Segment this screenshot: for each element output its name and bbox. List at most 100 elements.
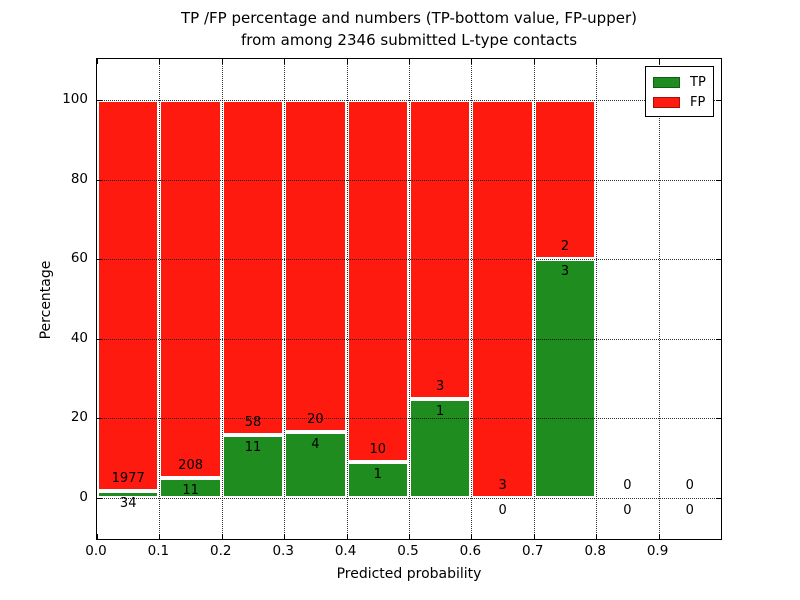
- x-tick-top: [346, 59, 348, 64]
- tp-count-label: 3: [560, 264, 570, 280]
- fp-swatch-icon: [653, 96, 680, 108]
- legend-label: FP: [690, 94, 706, 110]
- v-gridline: [409, 59, 410, 539]
- v-gridline: [658, 59, 660, 539]
- x-tick-bottom: [658, 534, 660, 539]
- y-tick-right: [716, 100, 721, 101]
- tp-count-label: 34: [119, 496, 137, 512]
- plot-inner: 1977 34 208 11 58 11 20 4 10 1 3 1 3 0 2 3 0 0 0 0: [97, 59, 721, 539]
- tp-count-label: 11: [244, 439, 262, 455]
- x-tick-top: [658, 59, 660, 64]
- y-tick-right: [716, 259, 721, 261]
- y-tick-label: 80: [70, 170, 88, 187]
- y-tick-left: [97, 259, 102, 261]
- fp-bar-segment: [346, 100, 409, 462]
- x-tick-bottom: [409, 534, 410, 539]
- y-tick-right: [716, 498, 721, 499]
- fp-count-label: 3: [498, 478, 507, 493]
- y-tick-left: [97, 338, 102, 340]
- x-tick-label: 0.6: [459, 543, 482, 559]
- tp-bar-segment: [409, 398, 472, 498]
- x-axis-label: Predicted probability: [336, 566, 482, 582]
- x-tick-bottom: [346, 534, 348, 539]
- x-tick-top: [471, 59, 473, 64]
- tp-count-label: 0: [623, 503, 632, 518]
- x-tick-label: 0.7: [522, 543, 544, 559]
- y-tick-right: [716, 179, 721, 181]
- y-axis-label: Percentage: [38, 260, 54, 340]
- v-gridline: [471, 59, 473, 539]
- x-tick-bottom: [159, 534, 161, 539]
- x-tick-label: 0.0: [85, 543, 107, 559]
- fp-count-label: 3: [436, 378, 445, 394]
- y-tick-left: [97, 179, 102, 181]
- chart-title-line-1: TP /FP percentage and numbers (TP-bottom…: [181, 9, 637, 27]
- y-tick-label: 0: [79, 489, 88, 505]
- fp-count-label: 208: [178, 458, 203, 473]
- x-tick-bottom: [596, 534, 598, 539]
- x-tick-label: 0.8: [584, 543, 606, 559]
- x-tick-label: 0.3: [272, 543, 294, 559]
- x-tick-top: [533, 59, 535, 64]
- fp-count-label: 1977: [111, 471, 145, 487]
- legend-item-fp: FP: [653, 92, 706, 112]
- tp-bar-segment: [221, 434, 285, 498]
- fp-bar-segment: [221, 100, 285, 435]
- x-tick-bottom: [533, 534, 535, 539]
- fp-count-label: 20: [307, 411, 324, 427]
- v-gridline: [284, 59, 286, 539]
- v-gridline: [346, 59, 348, 539]
- tp-bar-segment: [533, 259, 597, 498]
- tp-count-label: 1: [373, 466, 382, 482]
- x-tick-top: [159, 59, 161, 64]
- legend-item-tp: TP: [653, 72, 706, 92]
- y-tick-label: 40: [70, 329, 88, 346]
- fp-count-label: 2: [560, 239, 570, 255]
- fp-bar-segment: [159, 100, 222, 478]
- x-tick-top: [97, 59, 98, 64]
- legend: TP FP: [645, 66, 714, 117]
- y-tick-left: [97, 100, 102, 101]
- x-tick-top: [409, 59, 410, 64]
- plot-area: 1977 34 208 11 58 11 20 4 10 1 3 1 3 0 2 3 0 0 0 0: [96, 58, 722, 540]
- tp-bar-segment: [284, 431, 347, 498]
- x-tick-label: 0.1: [147, 543, 170, 559]
- tp-count-label: 1: [436, 403, 445, 419]
- x-tick-bottom: [97, 534, 98, 539]
- fp-bar-segment: [409, 100, 472, 399]
- y-tick-right: [716, 418, 721, 420]
- x-tick-top: [596, 59, 598, 64]
- y-tick-label: 20: [70, 409, 88, 426]
- fp-bar-segment: [471, 100, 534, 498]
- v-gridline: [533, 59, 535, 539]
- v-gridline: [221, 59, 223, 539]
- x-tick-label: 0.9: [646, 543, 669, 559]
- fp-count-label: 0: [623, 478, 632, 493]
- fp-count-label: 58: [244, 414, 262, 430]
- y-tick-label: 60: [70, 250, 88, 267]
- tp-bar-segment: [346, 461, 409, 498]
- x-tick-top: [221, 59, 223, 64]
- tp-bar-segment: [159, 478, 222, 498]
- x-tick-bottom: [471, 534, 473, 539]
- x-tick-label: 0.5: [397, 543, 419, 559]
- x-tick-label: 0.4: [334, 543, 357, 559]
- legend-label: TP: [690, 74, 706, 90]
- x-tick-top: [284, 59, 286, 64]
- tp-bar-segment: [97, 491, 160, 498]
- chart-title-line-2: from among 2346 submitted L-type contact…: [240, 31, 578, 49]
- y-tick-label: 100: [62, 91, 88, 107]
- tp-swatch-icon: [653, 76, 680, 88]
- tp-count-label: 0: [685, 503, 694, 518]
- x-tick-label: 0.2: [210, 543, 232, 559]
- x-tick-bottom: [284, 534, 286, 539]
- fp-count-label: 0: [685, 478, 694, 493]
- fp-bar-segment: [97, 100, 160, 492]
- tp-count-label: 11: [182, 483, 199, 498]
- y-tick-left: [97, 498, 102, 499]
- tp-count-label: 0: [498, 503, 507, 518]
- y-tick-right: [716, 338, 721, 340]
- v-gridline: [159, 59, 161, 539]
- tp-count-label: 4: [311, 436, 320, 452]
